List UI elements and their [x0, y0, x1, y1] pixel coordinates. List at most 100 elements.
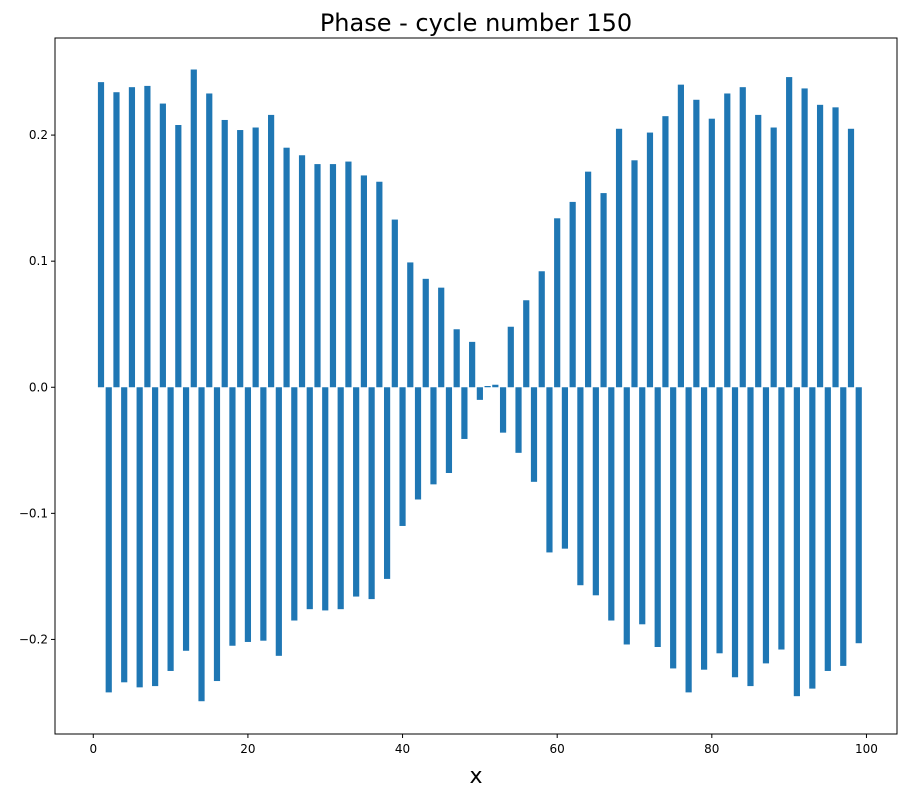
- bar-95: [824, 387, 831, 671]
- bar-43: [422, 278, 429, 388]
- y-tick-label: −0.2: [19, 632, 48, 646]
- x-tick-label: 100: [855, 742, 878, 756]
- bar-46: [445, 387, 453, 473]
- bar-2: [105, 387, 112, 693]
- bar-21: [252, 127, 259, 388]
- bar-69: [623, 387, 630, 645]
- bar-12: [182, 387, 190, 651]
- bar-88: [770, 127, 777, 388]
- bar-76: [677, 84, 684, 388]
- bar-19: [237, 130, 244, 388]
- bar-31: [329, 164, 337, 388]
- bar-74: [662, 116, 669, 388]
- bar-86: [755, 114, 762, 388]
- y-tick-label: 0.1: [29, 254, 48, 268]
- bars-group: [97, 69, 862, 702]
- bar-54: [507, 326, 514, 388]
- x-tick-label: 0: [89, 742, 97, 756]
- bar-39: [391, 219, 398, 388]
- bar-52: [492, 384, 499, 388]
- x-tick-label: 80: [704, 742, 719, 756]
- bar-23: [268, 114, 275, 388]
- bar-22: [260, 387, 267, 641]
- y-tick-label: 0.2: [29, 128, 48, 142]
- bar-6: [136, 387, 143, 688]
- bar-24: [275, 387, 282, 656]
- bar-71: [639, 387, 646, 625]
- bar-17: [221, 119, 228, 388]
- bar-61: [561, 387, 569, 549]
- bar-83: [731, 387, 739, 678]
- bar-10: [167, 387, 174, 671]
- bar-37: [376, 181, 383, 388]
- bar-66: [600, 193, 607, 388]
- x-tick-label: 40: [395, 742, 410, 756]
- bar-18: [229, 387, 236, 646]
- bar-75: [670, 387, 677, 669]
- bar-64: [585, 171, 592, 388]
- bar-58: [538, 271, 545, 388]
- bar-62: [569, 201, 576, 388]
- bar-78: [693, 99, 700, 388]
- bar-40: [399, 387, 406, 526]
- x-axis-label: x: [469, 764, 482, 789]
- bar-38: [383, 387, 391, 579]
- bar-1: [97, 82, 105, 388]
- bar-29: [314, 164, 321, 388]
- bar-73: [654, 387, 661, 647]
- bar-70: [631, 160, 638, 388]
- bar-67: [608, 387, 615, 621]
- bar-94: [816, 104, 824, 388]
- bar-36: [368, 387, 375, 600]
- bar-63: [577, 387, 584, 586]
- bar-45: [438, 287, 445, 388]
- bar-44: [430, 387, 437, 485]
- bar-4: [121, 387, 128, 683]
- bar-11: [175, 125, 182, 388]
- y-ticks: −0.2 −0.1 0.0 0.1 0.2: [19, 128, 55, 646]
- bar-79: [701, 387, 708, 670]
- bar-3: [113, 92, 120, 388]
- bar-5: [128, 87, 136, 388]
- bar-27: [298, 155, 306, 388]
- bar-34: [353, 387, 360, 597]
- bar-91: [793, 387, 800, 697]
- x-ticks: 0 20 40 60 80 100: [89, 734, 878, 756]
- bar-80: [708, 118, 715, 388]
- bar-30: [322, 387, 329, 611]
- bar-20: [244, 387, 252, 642]
- bar-93: [809, 387, 816, 689]
- plot-frame: [54, 37, 898, 735]
- bar-42: [414, 387, 422, 500]
- bar-56: [523, 300, 530, 388]
- x-tick-label: 20: [240, 742, 255, 756]
- bar-77: [685, 387, 692, 693]
- bar-49: [469, 341, 476, 388]
- bar-51: [484, 386, 491, 388]
- bar-9: [159, 103, 166, 388]
- bar-55: [515, 387, 522, 453]
- bar-33: [345, 161, 352, 388]
- bar-65: [592, 387, 599, 596]
- bar-32: [337, 387, 344, 610]
- bar-90: [786, 77, 793, 388]
- bar-50: [476, 387, 483, 400]
- bar-59: [546, 387, 553, 553]
- bar-47: [453, 329, 460, 388]
- bar-28: [306, 387, 313, 610]
- bar-7: [144, 85, 151, 388]
- bar-15: [206, 93, 213, 388]
- bar-13: [190, 69, 197, 388]
- bar-68: [615, 128, 623, 388]
- bar-85: [747, 387, 754, 687]
- bar-8: [152, 387, 159, 687]
- bar-72: [646, 132, 654, 388]
- bar-53: [499, 387, 507, 433]
- bar-41: [407, 262, 414, 388]
- bar-89: [778, 387, 785, 650]
- bar-81: [716, 387, 723, 654]
- bar-48: [461, 387, 468, 439]
- bar-84: [739, 87, 746, 388]
